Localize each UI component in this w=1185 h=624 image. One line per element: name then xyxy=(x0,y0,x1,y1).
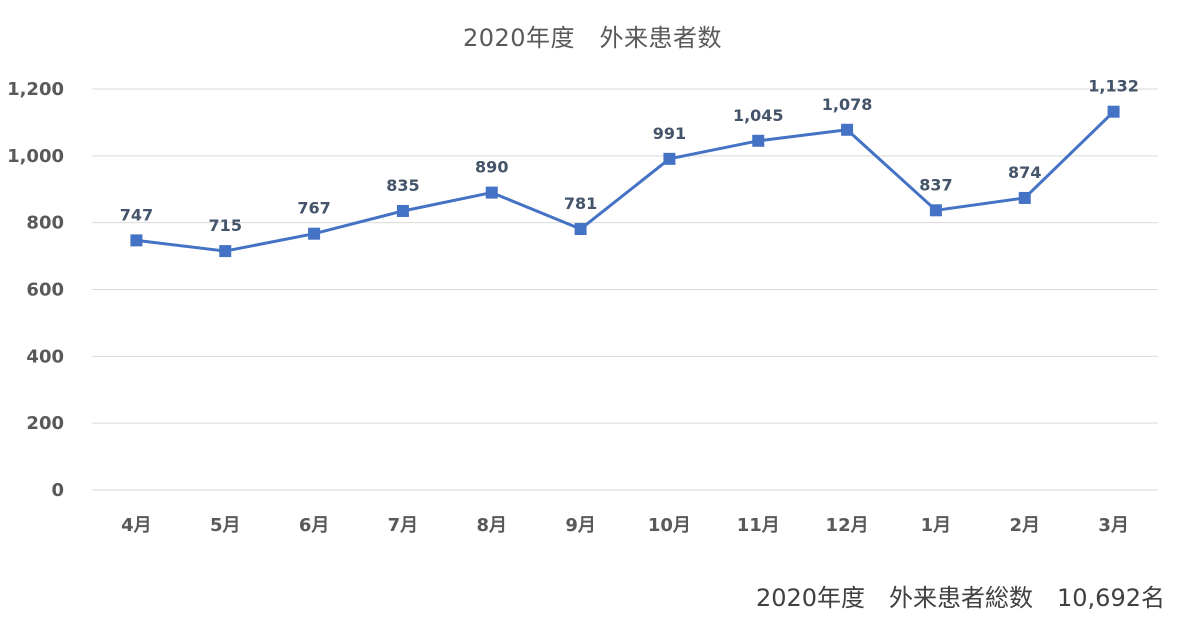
data-label-3月: 1,132 xyxy=(1088,77,1139,96)
data-point-2月 xyxy=(1018,191,1031,204)
data-label-6月: 767 xyxy=(297,199,330,218)
x-tick-label-6: 9月 xyxy=(565,515,596,536)
x-tick-label-2: 5月 xyxy=(210,515,241,536)
x-tick-label-12: 3月 xyxy=(1098,515,1129,536)
data-point-6月 xyxy=(308,227,321,240)
data-label-11月: 1,045 xyxy=(733,106,784,125)
data-label-1月: 837 xyxy=(919,175,952,194)
x-tick-label-9: 12月 xyxy=(826,515,869,536)
data-point-4月 xyxy=(130,234,143,247)
data-label-12月: 1,078 xyxy=(822,95,873,114)
x-tick-label-10: 1月 xyxy=(921,515,952,536)
data-label-8月: 890 xyxy=(475,158,508,177)
data-label-9月: 781 xyxy=(564,194,597,213)
total-patients-note: 2020年度 外来患者総数 10,692名 xyxy=(755,584,1165,612)
y-tick-label-1200: 1,200 xyxy=(7,79,64,100)
data-label-7月: 835 xyxy=(386,176,419,195)
x-tick-label-1: 4月 xyxy=(121,515,152,536)
x-tick-label-8: 11月 xyxy=(737,515,780,536)
y-tick-label-400: 400 xyxy=(26,346,64,367)
chart-title: 2020年度 外来患者数 xyxy=(462,24,723,52)
data-label-4月: 747 xyxy=(120,205,153,224)
series-line xyxy=(136,110,1115,253)
y-tick-label-200: 200 xyxy=(26,413,64,434)
data-label-2月: 874 xyxy=(1008,163,1041,182)
x-tick-label-11: 2月 xyxy=(1009,515,1040,536)
data-point-8月 xyxy=(485,186,498,199)
x-tick-label-3: 6月 xyxy=(299,515,330,536)
x-tick-label-4: 7月 xyxy=(388,515,419,536)
data-point-12月 xyxy=(841,123,854,136)
y-tick-label-600: 600 xyxy=(26,280,64,301)
x-tick-label-5: 8月 xyxy=(476,515,507,536)
y-tick-label-800: 800 xyxy=(26,213,64,234)
data-label-10月: 991 xyxy=(653,124,686,143)
data-point-11月 xyxy=(752,134,765,147)
y-tick-label-0: 0 xyxy=(51,480,64,501)
y-tick-label-1000: 1,000 xyxy=(7,146,64,167)
data-point-1月 xyxy=(929,204,942,217)
data-point-3月 xyxy=(1107,105,1120,118)
data-label-5月: 715 xyxy=(209,216,242,235)
data-point-5月 xyxy=(219,245,232,258)
data-point-9月 xyxy=(574,223,587,236)
x-tick-label-7: 10月 xyxy=(648,515,691,536)
data-point-10月 xyxy=(663,152,676,165)
data-point-7月 xyxy=(396,204,409,217)
